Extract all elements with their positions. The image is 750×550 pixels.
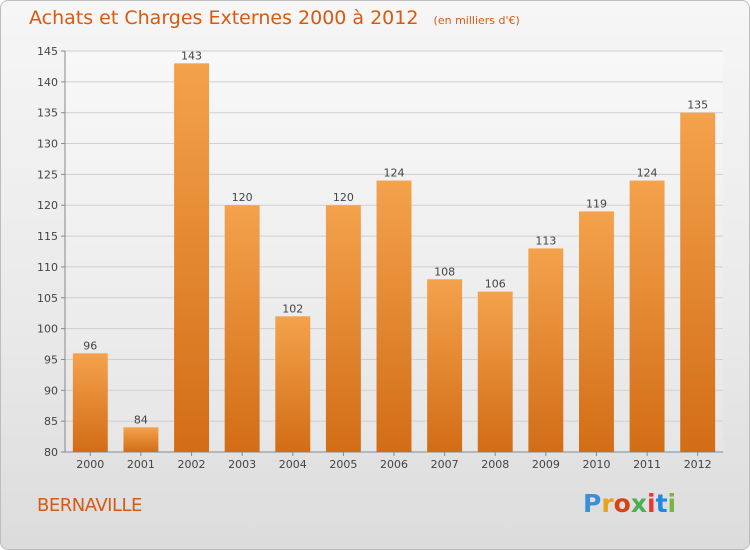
- x-tick-label: 2005: [329, 458, 357, 471]
- x-tick-label: 2001: [127, 458, 155, 471]
- x-tick-label: 2000: [76, 458, 104, 471]
- y-tick-label: 105: [37, 292, 58, 305]
- title-text: Achats et Charges Externes 2000 à 2012: [29, 7, 419, 29]
- x-tick-label: 2011: [633, 458, 661, 471]
- bar: [680, 112, 716, 452]
- bar-value-label: 143: [181, 49, 202, 62]
- y-tick-label: 95: [44, 353, 58, 366]
- x-tick-label: 2008: [481, 458, 509, 471]
- y-tick-label: 140: [37, 76, 58, 89]
- bar-value-label: 106: [485, 278, 506, 291]
- bar-value-label: 84: [134, 413, 148, 426]
- proxiti-logo: Proxiti: [583, 489, 676, 518]
- x-tick-label: 2012: [684, 458, 712, 471]
- bar: [376, 180, 412, 453]
- logo-letter: i: [667, 489, 677, 518]
- x-tick-label: 2010: [582, 458, 610, 471]
- bar-value-label: 102: [282, 302, 303, 315]
- bar-value-label: 96: [83, 339, 97, 352]
- bar-value-label: 113: [535, 234, 556, 247]
- bar-value-label: 135: [687, 99, 708, 112]
- bar: [427, 279, 463, 452]
- logo-letter: r: [601, 489, 614, 518]
- chart-title: Achats et Charges Externes 2000 à 2012 (…: [29, 7, 520, 29]
- y-tick-label: 145: [37, 45, 58, 58]
- bar-value-label: 119: [586, 197, 607, 210]
- y-tick-label: 90: [44, 384, 58, 397]
- bar: [629, 180, 665, 453]
- bar: [477, 291, 513, 452]
- bar-value-label: 124: [637, 167, 658, 180]
- bar: [275, 316, 311, 452]
- y-tick-label: 85: [44, 415, 58, 428]
- y-tick-label: 100: [37, 323, 58, 336]
- y-tick-label: 125: [37, 168, 58, 181]
- logo-letter: P: [583, 489, 602, 518]
- bar-value-label: 120: [232, 191, 253, 204]
- bar: [528, 248, 564, 452]
- logo-letter: o: [613, 489, 631, 518]
- bar: [578, 211, 614, 452]
- bar: [224, 205, 260, 452]
- y-tick-label: 110: [37, 261, 58, 274]
- town-name: BERNAVILLE: [37, 495, 142, 516]
- x-tick-label: 2007: [431, 458, 459, 471]
- y-tick-label: 80: [44, 446, 58, 459]
- logo-letter: i: [647, 489, 656, 518]
- x-tick-label: 2004: [279, 458, 307, 471]
- bar-value-label: 124: [384, 167, 405, 180]
- x-tick-label: 2003: [228, 458, 256, 471]
- bar-value-label: 108: [434, 265, 455, 278]
- x-tick-label: 2006: [380, 458, 408, 471]
- y-tick-label: 130: [37, 138, 58, 151]
- y-tick-label: 120: [37, 199, 58, 212]
- bar: [123, 427, 159, 452]
- bar: [72, 353, 108, 452]
- x-tick-label: 2002: [178, 458, 206, 471]
- y-tick-label: 135: [37, 107, 58, 120]
- logo-letter: x: [630, 489, 647, 518]
- bar: [325, 205, 361, 452]
- bar: [174, 63, 210, 452]
- bar-value-label: 120: [333, 191, 354, 204]
- x-tick-label: 2009: [532, 458, 560, 471]
- y-tick-label: 115: [37, 230, 58, 243]
- logo-letter: t: [655, 489, 668, 518]
- unit-text: (en milliers d'€): [433, 14, 520, 27]
